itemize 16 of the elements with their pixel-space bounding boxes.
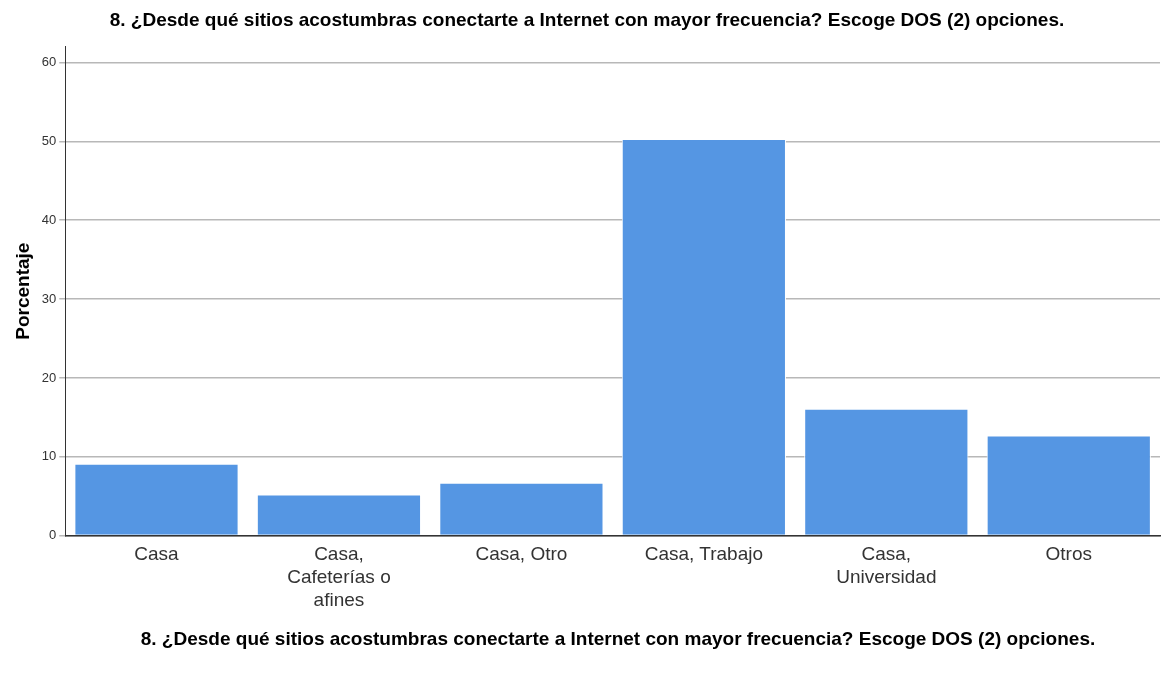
chart-title: 8. ¿Desde qué sitios acostumbras conectarte a Internet con mayor frecuencia? Escoge DOS (2) opciones. xyxy=(108,8,1066,32)
y-tick-label: 0 xyxy=(49,527,57,543)
y-tick-label: 10 xyxy=(41,448,57,464)
y-tick-label: 60 xyxy=(41,54,57,70)
x-tick-label: Casa xyxy=(134,543,180,565)
y-tick-label: 40 xyxy=(41,211,57,227)
x-tick-label: Otros xyxy=(1045,543,1092,565)
y-tick-label: 30 xyxy=(41,290,57,306)
y-tick-label: 20 xyxy=(41,369,57,385)
x-axis-title: 8. ¿Desde qué sitios acostumbras conectarte a Internet con mayor frecuencia? Escoge DOS (2) opciones. xyxy=(139,628,1097,650)
y-axis-title: Porcentaje xyxy=(11,242,33,340)
x-tick-label: Casa, Cafeterías o afines xyxy=(287,543,391,610)
x-tick-label: Casa, Otro xyxy=(475,543,568,565)
x-tick-label: Casa, Trabajo xyxy=(644,543,764,565)
y-tick-label: 50 xyxy=(41,132,57,148)
x-tick-label: Casa, Universidad xyxy=(836,543,937,588)
